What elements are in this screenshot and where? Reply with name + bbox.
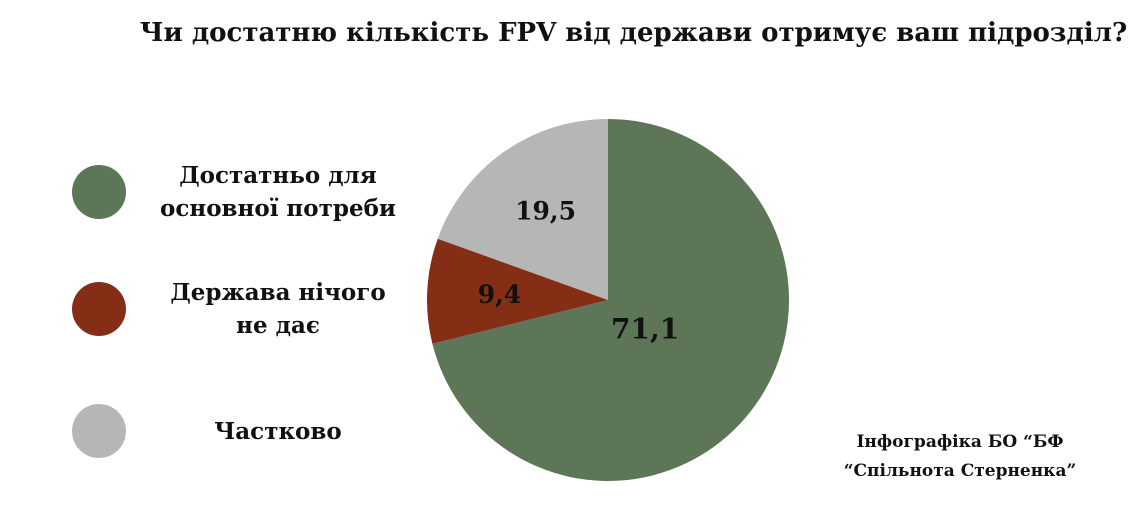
legend-label-nothing: Держава нічого не дає (170, 279, 386, 339)
pie-slice-partial (437, 119, 608, 300)
legend-item-nothing: Держава нічого не дає (72, 274, 432, 344)
legend-item-sufficient: Достатньо для основної потреби (72, 157, 432, 227)
legend-item-partial: Частково (72, 396, 432, 466)
legend-swatch-sufficient (72, 165, 126, 219)
pie-slice-sufficient (432, 119, 789, 481)
pie-slice-nothing (427, 238, 608, 344)
legend-swatch-nothing (72, 282, 126, 336)
chart-title: Чи достатню кількість FPV від держави от… (139, 18, 1128, 48)
legend-swatch-partial (72, 404, 126, 458)
pie-chart: 71,1 9,4 19,5 (427, 119, 789, 481)
credit-text: Інфографіка БО “БФ “Спільнота Стерненка” (843, 432, 1077, 481)
legend-label-partial: Частково (214, 417, 342, 445)
slice-label-sufficient: 71,1 (611, 312, 679, 345)
slice-label-partial: 19,5 (515, 197, 576, 226)
legend-label-sufficient: Достатньо для основної потреби (160, 162, 396, 222)
slice-label-nothing: 9,4 (478, 280, 522, 309)
